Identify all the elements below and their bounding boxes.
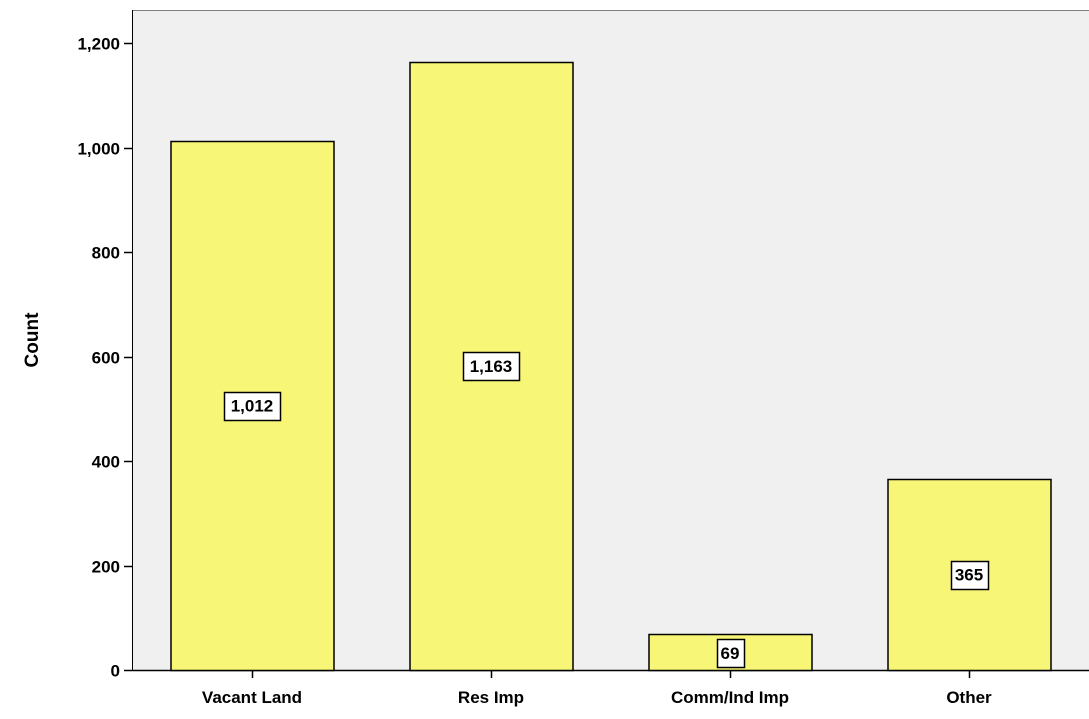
y-tick-label: 200 — [92, 558, 120, 577]
y-tick-label: 600 — [92, 349, 120, 368]
data-label-text: 365 — [955, 566, 983, 585]
y-tick-label: 400 — [92, 453, 120, 472]
y-tick-label: 1,200 — [77, 35, 120, 54]
data-label-text: 69 — [721, 644, 740, 663]
x-tick-label: Res Imp — [458, 688, 524, 707]
data-label-box — [950, 560, 990, 591]
data-labels: 1,012 1,163 69 365 — [223, 351, 990, 669]
y-axis: 0 200 400 600 800 1,000 1,200 — [77, 10, 133, 681]
x-tick-label: Other — [946, 688, 992, 707]
x-tick-label: Comm/Ind Imp — [671, 688, 789, 707]
x-tick-label: Vacant Land — [202, 688, 302, 707]
data-label-text: 1,163 — [470, 357, 513, 376]
data-label: 365 — [950, 560, 990, 591]
data-label-box — [462, 351, 521, 382]
data-label: 69 — [716, 638, 746, 669]
data-label: 1,012 — [223, 391, 282, 422]
y-tick-label: 1,000 — [77, 140, 120, 159]
y-tick-label: 800 — [92, 244, 120, 263]
x-axis: Vacant Land Res Imp Comm/Ind Imp Other — [132, 669, 1089, 707]
data-label-box — [716, 638, 746, 669]
data-label-text: 1,012 — [231, 397, 274, 416]
y-tick-label: 0 — [111, 662, 120, 681]
data-label-box — [223, 391, 282, 422]
data-label: 1,163 — [462, 351, 521, 382]
y-axis-title: Count — [22, 312, 43, 368]
